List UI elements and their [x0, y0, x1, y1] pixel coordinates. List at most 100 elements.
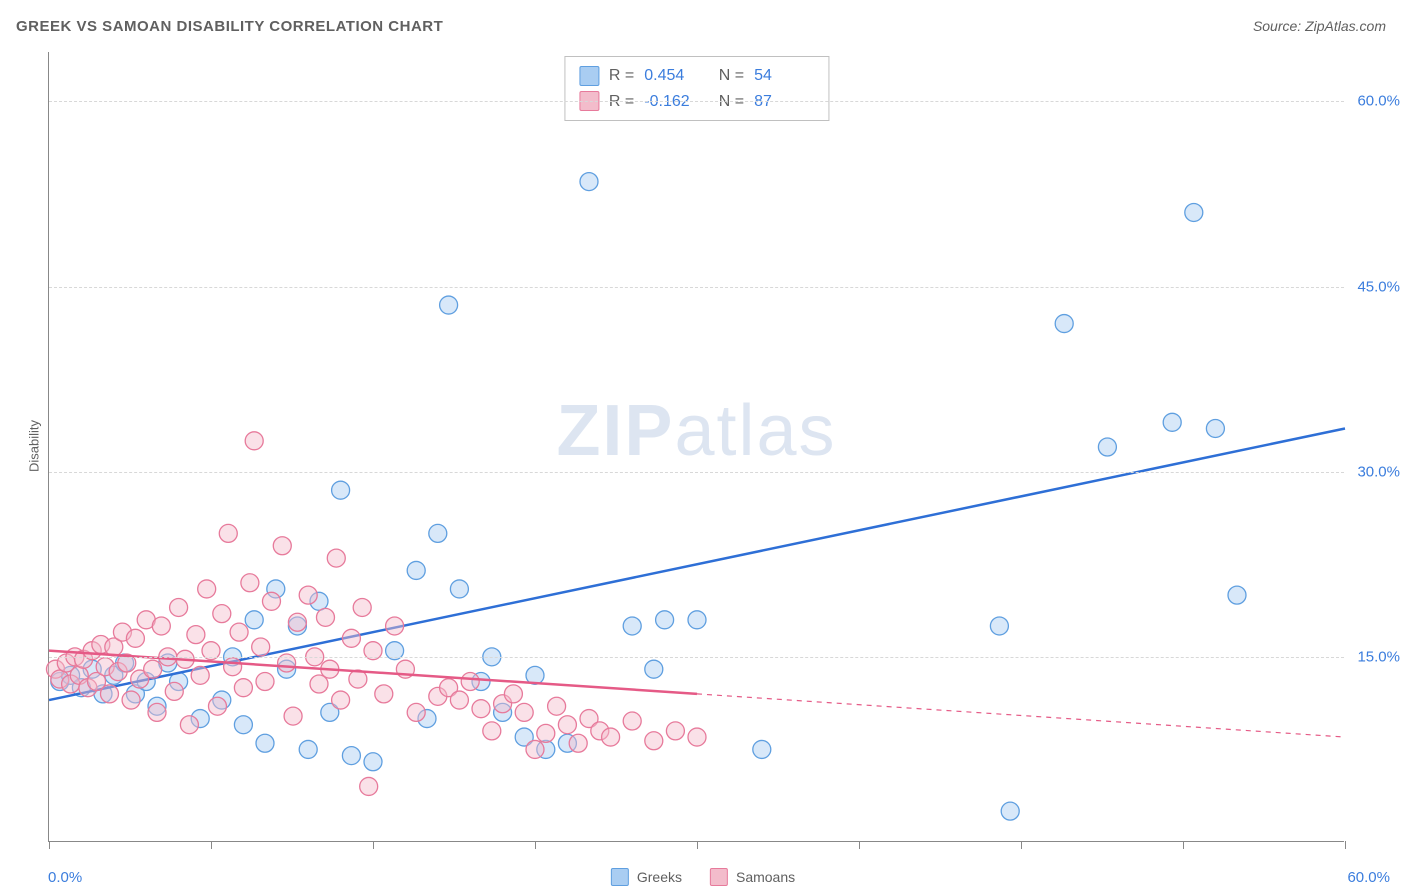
legend-swatch: [579, 66, 599, 86]
data-point: [1206, 419, 1224, 437]
data-point: [688, 611, 706, 629]
data-point: [548, 697, 566, 715]
data-point: [252, 638, 270, 656]
legend-label: Greeks: [637, 869, 682, 885]
data-point: [284, 707, 302, 725]
data-point: [360, 777, 378, 795]
data-point: [1163, 413, 1181, 431]
x-axis-min: 0.0%: [48, 869, 82, 886]
data-point: [569, 734, 587, 752]
data-point: [666, 722, 684, 740]
x-tick: [697, 841, 698, 849]
data-point: [990, 617, 1008, 635]
legend-item: Samoans: [710, 868, 795, 886]
source-label: Source: ZipAtlas.com: [1253, 18, 1386, 34]
trend-line: [49, 428, 1345, 700]
y-tick-label: 15.0%: [1357, 648, 1400, 665]
data-point: [386, 617, 404, 635]
data-point: [645, 660, 663, 678]
data-point: [472, 700, 490, 718]
data-point: [180, 716, 198, 734]
plot-svg: [49, 52, 1344, 841]
data-point: [299, 586, 317, 604]
data-point: [187, 626, 205, 644]
bottom-legend: Greeks Samoans: [611, 868, 795, 886]
data-point: [1185, 203, 1203, 221]
data-point: [299, 740, 317, 758]
data-point: [332, 691, 350, 709]
data-point: [440, 296, 458, 314]
data-point: [191, 666, 209, 684]
data-point: [483, 722, 501, 740]
data-point: [245, 611, 263, 629]
data-point: [234, 716, 252, 734]
data-point: [144, 660, 162, 678]
legend-swatch: [611, 868, 629, 886]
y-tick-label: 60.0%: [1357, 93, 1400, 110]
data-point: [241, 574, 259, 592]
data-point: [753, 740, 771, 758]
data-point: [224, 658, 242, 676]
chart-title: GREEK VS SAMOAN DISABILITY CORRELATION C…: [16, 18, 443, 35]
data-point: [148, 703, 166, 721]
chart-container: GREEK VS SAMOAN DISABILITY CORRELATION C…: [0, 0, 1406, 892]
data-point: [407, 703, 425, 721]
data-point: [342, 629, 360, 647]
stats-row: R = 0.454 N = 54: [579, 63, 814, 89]
data-point: [316, 608, 334, 626]
trend-line-extrapolated: [697, 694, 1345, 737]
data-point: [504, 685, 522, 703]
data-point: [364, 753, 382, 771]
data-point: [1228, 586, 1246, 604]
data-point: [450, 691, 468, 709]
stats-legend: R = 0.454 N = 54R = -0.162 N = 87: [564, 56, 829, 121]
data-point: [230, 623, 248, 641]
data-point: [580, 173, 598, 191]
data-point: [288, 613, 306, 631]
data-point: [165, 682, 183, 700]
data-point: [450, 580, 468, 598]
data-point: [645, 732, 663, 750]
data-point: [1098, 438, 1116, 456]
y-axis-label: Disability: [27, 420, 42, 472]
r-value: 0.454: [644, 63, 704, 89]
data-point: [375, 685, 393, 703]
data-point: [256, 673, 274, 691]
x-tick: [1345, 841, 1346, 849]
x-tick: [49, 841, 50, 849]
x-axis-max: 60.0%: [1347, 869, 1390, 886]
data-point: [1055, 315, 1073, 333]
data-point: [273, 537, 291, 555]
data-point: [537, 724, 555, 742]
data-point: [461, 673, 479, 691]
x-tick: [211, 841, 212, 849]
gridline: [49, 101, 1344, 102]
x-tick: [1183, 841, 1184, 849]
data-point: [1001, 802, 1019, 820]
data-point: [353, 598, 371, 616]
data-point: [256, 734, 274, 752]
legend-item: Greeks: [611, 868, 682, 886]
data-point: [126, 629, 144, 647]
data-point: [623, 617, 641, 635]
n-value: 54: [754, 63, 814, 89]
data-point: [213, 605, 231, 623]
data-point: [332, 481, 350, 499]
plot-area: ZIPatlas R = 0.454 N = 54R = -0.162 N = …: [48, 52, 1344, 842]
data-point: [407, 561, 425, 579]
data-point: [558, 716, 576, 734]
data-point: [602, 728, 620, 746]
data-point: [526, 740, 544, 758]
data-point: [688, 728, 706, 746]
x-tick: [1021, 841, 1022, 849]
data-point: [342, 747, 360, 765]
x-tick: [373, 841, 374, 849]
gridline: [49, 657, 1344, 658]
x-tick: [859, 841, 860, 849]
data-point: [152, 617, 170, 635]
gridline: [49, 472, 1344, 473]
data-point: [208, 697, 226, 715]
data-point: [245, 432, 263, 450]
data-point: [327, 549, 345, 567]
legend-swatch: [710, 868, 728, 886]
